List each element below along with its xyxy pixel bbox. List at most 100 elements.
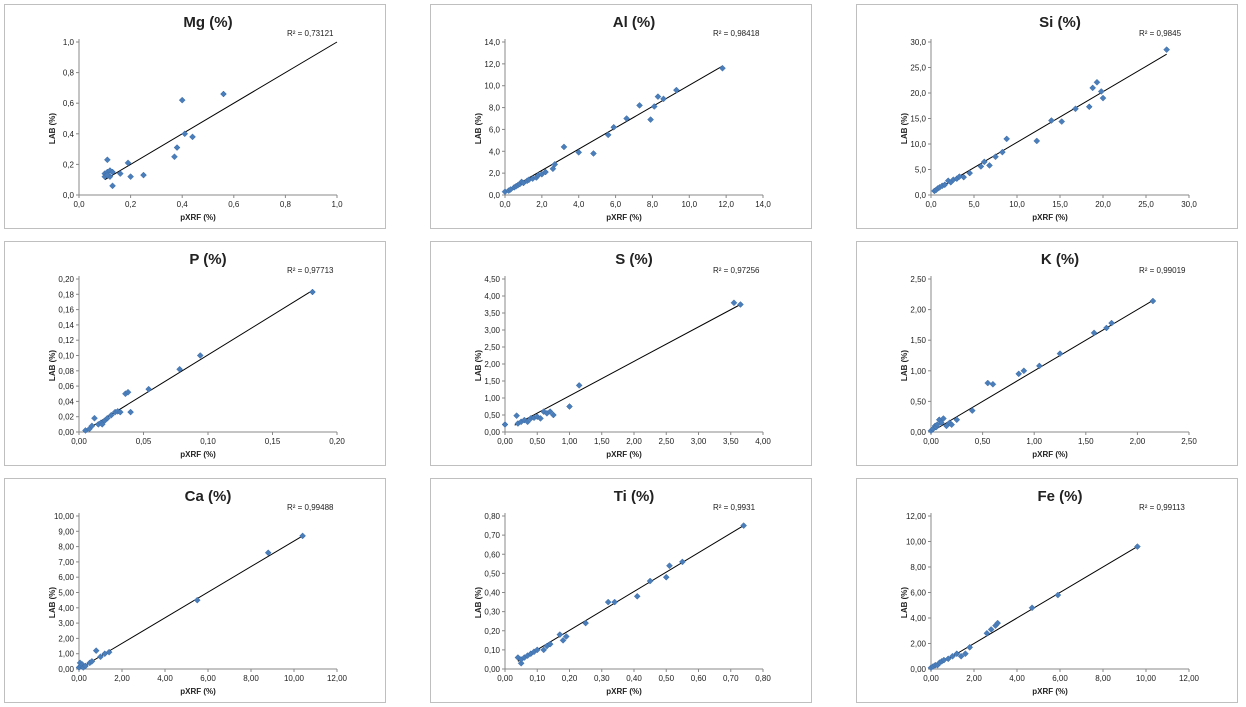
x-tick-label: 0,15 [265,437,281,446]
y-tick-label: 4,00 [910,614,926,623]
data-point [104,171,111,179]
data-point [1054,591,1062,599]
y-tick-label: 5,0 [915,166,927,175]
data-point [109,168,116,176]
scatter-chart: Ca (%) 0,00 1,00 2,00 3,00 4,00 5,00 6,00 7,00 8,… [48,488,348,696]
data-point [88,422,96,430]
data-point [116,170,124,177]
y-tick-label: 1,00 [58,650,74,659]
x-tick-label: 3,50 [723,437,739,446]
chart-title: Si (%) [1039,14,1081,31]
x-tick-label: 0,00 [923,674,939,683]
x-tick-label: 0,20 [329,437,345,446]
data-point [501,421,509,428]
x-tick-label: 0,00 [923,437,939,446]
r-squared-label: R² = 0,9931 [713,503,756,512]
x-tick-label: 1,0 [331,200,343,209]
x-tick-label: 2,00 [966,674,982,683]
y-tick-label: 1,0 [63,38,75,47]
y-tick-label: 6,00 [910,589,926,598]
x-axis-label: pXRF (%) [180,450,216,459]
data-point [1020,367,1028,375]
data-point [1163,46,1170,54]
chart-title: S (%) [615,251,653,268]
x-tick-label: 0,50 [529,437,545,446]
data-point [968,407,976,414]
y-tick-label: 0,0 [63,191,75,200]
y-tick-label: 1,50 [910,336,926,345]
scatter-chart: Ti (%) 0,00 0,10 0,20 0,30 0,40 0,50 0,60 0,70 0,… [474,488,771,696]
data-point [650,103,658,110]
data-point [737,301,744,308]
x-tick-label: 0,40 [626,674,642,683]
data-point [1103,324,1110,332]
y-tick-label: 15,0 [910,115,926,124]
data-point [92,647,100,654]
chart-panel: K (%) 0,00 0,50 1,00 1,50 2,00 2,50 0,00 0,50 1,0… [856,241,1238,466]
y-tick-label: 0,30 [484,608,500,617]
y-tick-label: 2,50 [484,343,500,352]
x-tick-label: 0,20 [562,674,578,683]
y-tick-label: 0,20 [484,627,500,636]
chart-title: Al (%) [613,14,656,31]
data-point [957,652,965,660]
data-point [623,115,630,122]
y-tick-label: 0,70 [484,531,500,540]
x-axis-label: pXRF (%) [1032,450,1068,459]
data-point [953,650,961,658]
y-tick-label: 1,50 [484,377,500,386]
chart-panel: Si (%) 0,0 5,0 10,0 15,0 20,0 25,0 30,0 0,0 5,0 10… [856,4,1238,229]
chart-panel: Fe (%) 0,00 2,00 4,00 6,00 8,00 10,00 12,00 0,00… [856,478,1238,703]
data-point [1033,137,1041,145]
r-squared-label: R² = 0,97256 [713,266,760,275]
y-tick-label: 3,00 [58,619,74,628]
data-point [560,143,568,151]
x-axis-label: pXRF (%) [180,213,216,222]
scatter-chart: Fe (%) 0,00 2,00 4,00 6,00 8,00 10,00 12,00 0,00… [900,488,1200,696]
y-tick-label: 20,0 [910,89,926,98]
data-point [633,592,641,600]
y-tick-label: 25,0 [910,64,926,73]
data-point [524,418,531,426]
scatter-chart: Mg (%) 0,0 0,2 0,4 0,6 0,8 1,0 0,0 0,2 0,4 0,6 0,8 1… [48,14,343,222]
y-tick-label: 10,0 [484,82,500,91]
data-point [986,162,993,169]
x-axis-label: pXRF (%) [1032,687,1068,696]
x-tick-label: 25,0 [1138,200,1154,209]
y-tick-label: 2,0 [489,169,501,178]
data-point [679,558,686,566]
data-point [730,299,738,307]
y-tick-label: 0,04 [58,397,74,406]
y-tick-label: 3,00 [484,326,500,335]
data-point [551,161,559,168]
chart-title: K (%) [1041,251,1079,268]
x-tick-label: 12,00 [327,674,348,683]
trend-line [517,525,744,662]
x-tick-label: 6,00 [200,674,216,683]
y-tick-label: 12,0 [484,60,500,69]
r-squared-label: R² = 0,99113 [1139,503,1185,512]
x-tick-label: 0,50 [658,674,674,683]
data-point [1134,543,1141,550]
r-squared-label: R² = 0,99019 [1139,266,1186,275]
y-axis-label: LAB (%) [48,350,57,381]
y-axis-label: LAB (%) [48,587,57,618]
data-point [196,352,204,359]
data-point [109,182,116,190]
x-axis-label: pXRF (%) [1032,213,1068,222]
data-point [647,116,654,123]
x-tick-label: 10,0 [1009,200,1025,209]
x-tick-label: 12,00 [1179,674,1200,683]
data-point [171,153,178,161]
data-point [127,173,134,180]
trend-line [933,53,1167,192]
x-tick-label: 4,00 [157,674,173,683]
data-point [582,619,589,627]
data-point [82,662,89,670]
data-point [124,388,132,396]
y-tick-label: 6,0 [489,125,501,134]
chart-panel: Al (%) 0,0 2,0 4,0 6,0 8,0 10,0 12,0 14,0 0,0 2,0 4… [430,4,812,229]
trend-line [104,41,338,181]
x-tick-label: 8,00 [243,674,259,683]
data-point [1089,84,1097,92]
